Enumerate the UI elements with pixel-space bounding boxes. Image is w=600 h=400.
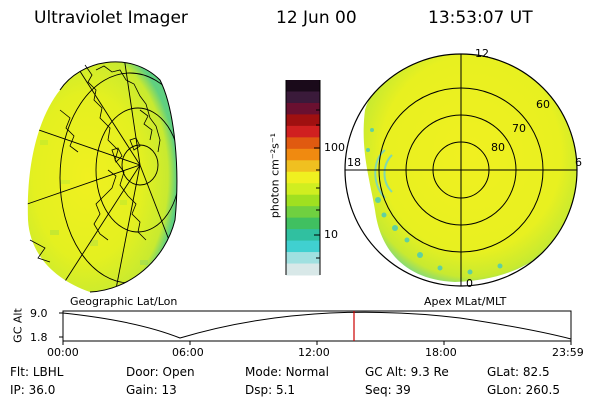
colorbar-segment: [286, 91, 320, 104]
info-dsp-value: 5.1: [275, 383, 296, 397]
timeline-ytick-top: 9.0: [30, 307, 48, 320]
info-ip-value: 36.0: [28, 383, 56, 397]
geographic-speckle: [40, 130, 156, 265]
info-mode: Mode: Normal: [245, 366, 329, 378]
info-seq-label: Seq:: [365, 383, 392, 397]
colorbar: [286, 80, 320, 276]
timeline-xtick-0: 00:00: [47, 346, 79, 359]
mlt-label-top: 12: [475, 47, 489, 60]
info-ip: IP: 36.0: [10, 384, 55, 396]
colorbar-segment: [286, 137, 320, 150]
colorbar-segment: [286, 183, 320, 196]
colorbar-ticks: [314, 109, 320, 259]
info-dsp-label: Dsp:: [245, 383, 273, 397]
info-ip-label: IP:: [10, 383, 25, 397]
apex-edge-speckle: [366, 128, 503, 275]
geographic-caption: Geographic Lat/Lon: [70, 295, 178, 308]
geographic-map: [27, 61, 178, 293]
info-gcalt: GC Alt: 9.3 Re: [365, 366, 449, 378]
info-gain-value: 13: [161, 383, 177, 397]
info-glon: GLon: 260.5: [487, 384, 560, 396]
info-glon-label: GLon:: [487, 383, 522, 397]
info-seq-value: 39: [395, 383, 411, 397]
timeline-xtick-4: 23:59: [552, 346, 584, 359]
info-gcalt-label: GC Alt:: [365, 365, 407, 379]
colorbar-segment: [286, 240, 320, 253]
info-door-value: Open: [162, 365, 195, 379]
colorbar-segment: [286, 263, 320, 276]
apex-map: [344, 53, 578, 287]
info-dsp: Dsp: 5.1: [245, 384, 295, 396]
colorbar-segment: [286, 160, 320, 173]
info-flt-value: LBHL: [32, 365, 64, 379]
timeline-xtick-1: 06:00: [172, 346, 204, 359]
timeline-xtick-3: 18:00: [425, 346, 457, 359]
apex-grid: [344, 53, 578, 287]
apex-caption: Apex MLat/MLT: [424, 295, 507, 308]
info-gain: Gain: 13: [126, 384, 177, 396]
timeline-ytick-bottom: 1.8: [30, 331, 48, 344]
info-glat: GLat: 82.5: [487, 366, 550, 378]
timeline-ticks: [59, 312, 572, 345]
colorbar-segment: [286, 102, 320, 115]
coastlines: [29, 64, 161, 263]
mlat-label-70: 70: [512, 122, 526, 135]
info-glat-label: GLat:: [487, 365, 520, 379]
info-gain-label: Gain:: [126, 383, 158, 397]
timeline-ylabel: GC Alt: [11, 308, 25, 343]
colorbar-segment: [286, 114, 320, 127]
colorbar-segment: [286, 171, 320, 184]
mlat-label-60: 60: [536, 98, 550, 111]
mlt-label-right: 6: [575, 156, 582, 169]
colorbar-segment: [286, 125, 320, 138]
colorbar-segment: [286, 194, 320, 207]
info-mode-value: Normal: [285, 365, 329, 379]
altitude-timeline: [59, 310, 572, 345]
colorbar-tick-10: 10: [324, 228, 338, 241]
info-flt: Flt: LBHL: [10, 366, 63, 378]
colorbar-segment: [286, 252, 320, 265]
mlat-label-80: 80: [491, 141, 505, 154]
time-label: 13:53:07 UT: [428, 8, 533, 28]
colorbar-tick-100: 100: [324, 141, 345, 154]
info-glat-value: 82.5: [522, 365, 550, 379]
colorbar-segment: [286, 206, 320, 219]
info-glon-value: 260.5: [525, 383, 560, 397]
info-flt-label: Flt:: [10, 365, 29, 379]
info-door: Door: Open: [126, 366, 195, 378]
altitude-curve: [62, 311, 572, 340]
geographic-aurora-fill: [27, 61, 177, 293]
info-mode-label: Mode:: [245, 365, 282, 379]
colorbar-segment: [286, 217, 320, 230]
apex-arc-feature: [374, 149, 393, 199]
mlt-label-left: 18: [347, 156, 361, 169]
colorbar-unit-label: photon cm⁻²s⁻¹: [268, 132, 282, 219]
date-label: 12 Jun 00: [276, 8, 357, 28]
instrument-title: Ultraviolet Imager: [34, 8, 188, 28]
colorbar-segment: [286, 229, 320, 242]
info-door-label: Door:: [126, 365, 159, 379]
info-seq: Seq: 39: [365, 384, 411, 396]
timeline-xtick-2: 12:00: [298, 346, 330, 359]
info-gcalt-value: 9.3 Re: [410, 365, 449, 379]
colorbar-segment: [286, 80, 320, 92]
apex-aurora-fill: [363, 54, 577, 282]
mlt-label-bottom: 0: [466, 277, 473, 290]
colorbar-segment: [286, 148, 320, 161]
